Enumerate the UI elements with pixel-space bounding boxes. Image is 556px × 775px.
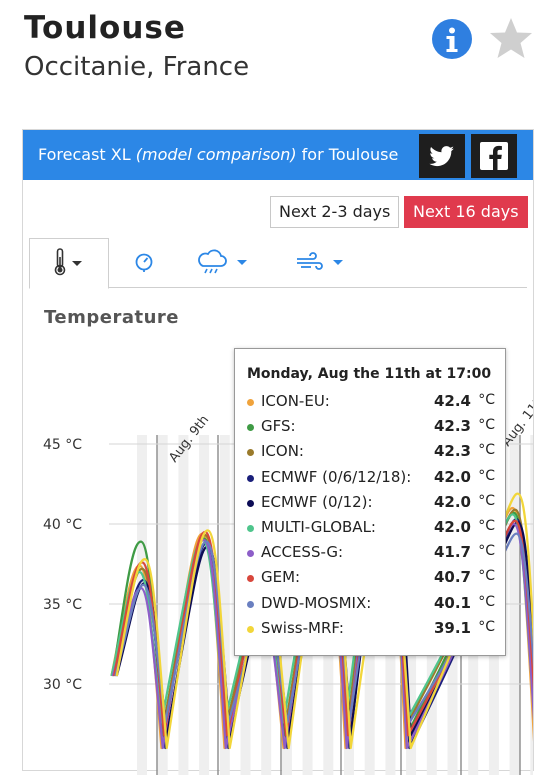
series-color-dot [247, 399, 254, 406]
tooltip-series-value: 40.7 [433, 568, 471, 587]
tooltip-unit: °C [478, 392, 495, 408]
tab-temperature[interactable] [29, 238, 109, 289]
tooltip-series-name: DWD-MOSMIX: [261, 593, 372, 612]
tab-precipitation[interactable] [183, 238, 261, 288]
y-tick-label: 30 °C [43, 677, 82, 693]
next-2-3-days-button[interactable]: Next 2-3 days [270, 196, 400, 228]
facebook-share-button[interactable] [471, 134, 517, 178]
tooltip-series-name: ICON: [261, 442, 304, 461]
info-button[interactable] [432, 19, 472, 59]
thermometer-icon [54, 248, 82, 276]
tooltip-series-value: 42.3 [433, 442, 471, 461]
forecast-banner: Forecast XL (model comparison) for Toulo… [23, 130, 533, 180]
tooltip-series-name: ECMWF (0/12): [261, 492, 373, 511]
twitter-icon [429, 146, 454, 167]
rain-cloud-icon [198, 249, 247, 274]
tooltip-unit: °C [478, 543, 495, 560]
series-color-dot [247, 600, 254, 608]
banner-title: Forecast XL (model comparison) for Toulo… [38, 145, 398, 164]
y-tick-label: 40 °C [43, 517, 82, 533]
banner-prefix: Forecast XL [38, 145, 131, 164]
series-color-dot [247, 625, 254, 633]
tooltip-row: GFS: 42.3 °C [247, 417, 495, 437]
tooltip-series-value: 42.4 [433, 392, 471, 410]
star-icon [490, 18, 532, 58]
tooltip-series-value: 42.0 [433, 518, 471, 536]
tooltip-header: Monday, Aug the 11th at 17:00 [247, 366, 492, 382]
series-color-dot [247, 424, 254, 432]
tooltip-series-name: Swiss-MRF: [261, 618, 344, 637]
facebook-icon [480, 142, 508, 170]
tooltip-row: GEM: 40.7 °C [247, 568, 495, 588]
tooltip-series-value: 42.3 [433, 417, 471, 436]
tooltip-row: ACCESS-G: 41.7 °C [247, 543, 495, 563]
tabs-divider [29, 287, 527, 288]
series-color-dot [247, 474, 254, 482]
tooltip-series-name: GFS: [261, 417, 296, 436]
tooltip-row: ICON-EU: 42.4 °C [247, 392, 495, 412]
night-band [157, 435, 168, 775]
tooltip-unit: °C [478, 467, 495, 484]
tooltip-row: ICON: 42.3 °C [247, 442, 495, 462]
tooltip-series-value: 42.0 [433, 467, 471, 486]
tooltip-series-value: 39.1 [433, 618, 471, 637]
tooltip-unit: °C [478, 593, 495, 610]
region-subtitle: Occitanie, France [24, 52, 250, 82]
tooltip-row: ECMWF (0/6/12/18): 42.0 °C [247, 468, 495, 488]
tooltip-series-value: 42.0 [433, 492, 471, 511]
city-title: Toulouse [24, 10, 186, 46]
y-tick-label: 35 °C [43, 597, 82, 613]
favorite-button[interactable] [488, 16, 534, 62]
tab-pressure[interactable] [115, 238, 193, 288]
wind-icon [297, 252, 343, 270]
tooltip-series-name: ECMWF (0/6/12/18): [261, 467, 412, 486]
night-band [509, 435, 520, 775]
tooltip-row: Swiss-MRF: 39.1 °C [247, 619, 495, 639]
twitter-share-button[interactable] [419, 134, 465, 178]
chart-title: Temperature [44, 307, 179, 328]
next-16-days-button[interactable]: Next 16 days [404, 196, 528, 228]
chart-tooltip: Monday, Aug the 11th at 17:00 ICON-EU: 42… [234, 348, 506, 656]
tooltip-series-value: 40.1 [433, 593, 471, 612]
tooltip-unit: °C [478, 442, 495, 459]
series-color-dot [247, 575, 254, 583]
night-band [199, 435, 210, 775]
tooltip-series-name: ICON-EU: [261, 392, 330, 410]
tooltip-unit: °C [478, 618, 495, 635]
tooltip-row: MULTI-GLOBAL: 42.0 °C [247, 518, 495, 538]
series-color-dot [247, 449, 254, 457]
tooltip-unit: °C [478, 568, 495, 585]
info-icon [446, 27, 458, 52]
banner-model-comparison: (model comparison) [135, 145, 297, 164]
tooltip-series-name: MULTI-GLOBAL: [261, 518, 376, 536]
series-color-dot [247, 525, 254, 532]
tooltip-series-name: GEM: [261, 568, 301, 587]
series-color-dot [247, 550, 254, 558]
tab-wind[interactable] [283, 238, 361, 288]
tooltip-series-value: 41.7 [433, 543, 471, 562]
y-tick-label: 45 °C [43, 437, 82, 453]
pressure-gauge-icon [135, 253, 153, 272]
night-band [219, 435, 230, 775]
tooltip-unit: °C [478, 417, 495, 434]
tooltip-series-name: ACCESS-G: [261, 543, 344, 562]
series-color-dot [247, 499, 254, 507]
tooltip-unit: °C [478, 518, 495, 534]
tooltip-unit: °C [478, 492, 495, 509]
night-band [137, 435, 147, 775]
tooltip-row: ECMWF (0/12): 42.0 °C [247, 493, 495, 513]
tooltip-row: DWD-MOSMIX: 40.1 °C [247, 594, 495, 614]
banner-suffix: for Toulouse [301, 145, 399, 164]
